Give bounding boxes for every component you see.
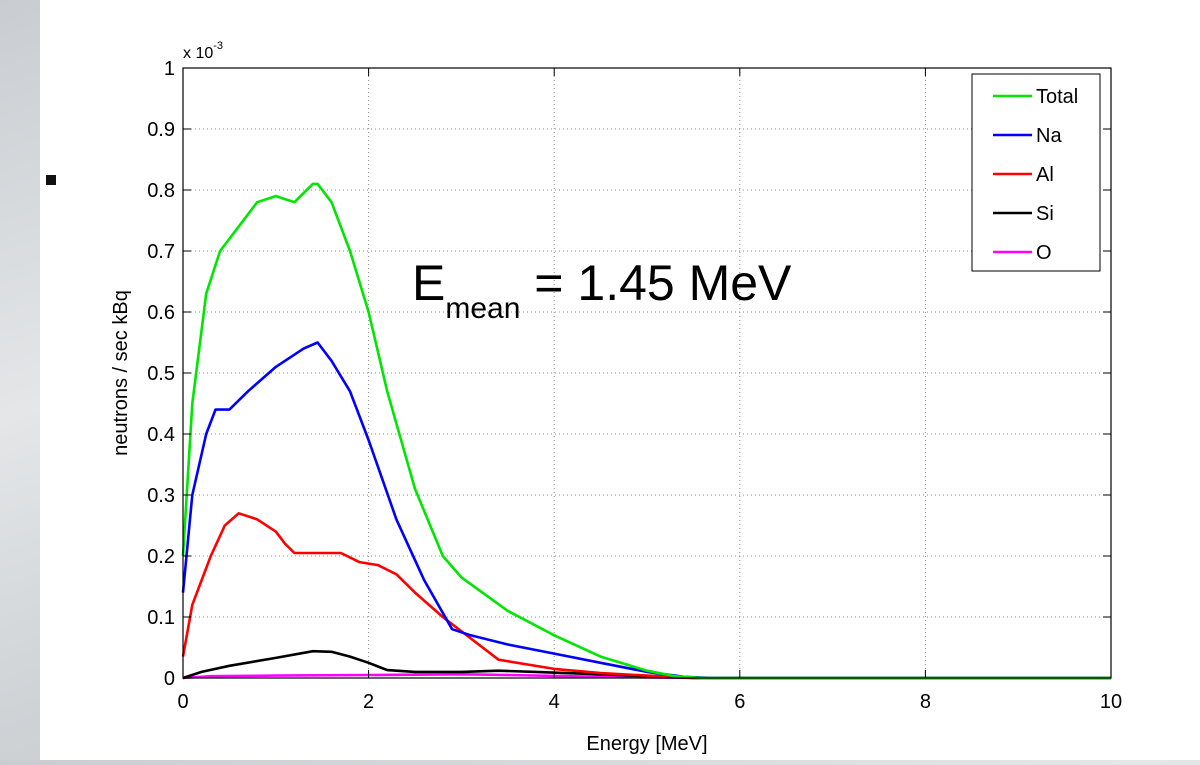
y-tick-label: 0.5	[147, 363, 175, 385]
y-tick-label: 0.9	[147, 119, 175, 141]
legend-label-si: Si	[1036, 203, 1054, 225]
y-tick-label: 0.1	[147, 607, 175, 629]
x-axis-label: Energy [MeV]	[586, 733, 707, 755]
series-line-na	[181, 341, 1111, 680]
y-tick-label: 0.3	[147, 485, 175, 507]
ticks: 0 2 4 6 8 10 0 0.1 0.2 0.3 0.4 0.5 0.6 0.7 0.8 0.9 1	[147, 58, 1122, 713]
x-tick-label: 10	[1100, 691, 1122, 713]
line-chart: 0 2 4 6 8 10 0 0.1 0.2 0.3 0.4 0.5 0.6 0.7 0.8 0.9 1 x 1…	[110, 40, 1122, 755]
y-multiplier: x 10-3	[183, 40, 223, 62]
grid	[183, 68, 1111, 678]
legend-label-na: Na	[1036, 125, 1062, 147]
x-tick-label: 8	[920, 691, 931, 713]
annotation-subscript: mean	[445, 292, 520, 325]
legend-label-al: Al	[1036, 164, 1054, 186]
legend-label-o: O	[1036, 242, 1052, 264]
series-line-total	[181, 182, 1111, 680]
y-tick-label: 0.6	[147, 302, 175, 324]
series-line-al	[181, 511, 1111, 680]
series-line-si	[182, 649, 1111, 680]
y-tick-label: 1	[164, 58, 175, 80]
annotation-base: E	[412, 255, 445, 311]
legend: Total Na Al Si O	[971, 73, 1101, 272]
y-tick-label: 0.8	[147, 180, 175, 202]
legend-label-total: Total	[1036, 86, 1078, 108]
y-tick-label: 0	[164, 668, 175, 690]
y-tick-label: 0.7	[147, 241, 175, 263]
y-tick-label: 0.2	[147, 546, 175, 568]
x-tick-label: 2	[363, 691, 374, 713]
slide-bullet-mark	[46, 175, 56, 185]
y-tick-label: 0.4	[147, 424, 175, 446]
x-tick-label: 0	[177, 691, 188, 713]
annotation-value: = 1.45 MeV	[520, 255, 792, 311]
y-multiplier-exponent: -3	[213, 40, 223, 52]
x-tick-label: 4	[549, 691, 560, 713]
mean-energy-annotation: Emean = 1.45 MeV	[412, 255, 792, 325]
y-axis-label: neutrons / sec kBq	[110, 290, 132, 456]
chart-canvas: 0 2 4 6 8 10 0 0.1 0.2 0.3 0.4 0.5 0.6 0.7 0.8 0.9 1 x 1…	[40, 0, 1200, 760]
x-tick-label: 6	[734, 691, 745, 713]
legend-box	[971, 73, 1101, 272]
